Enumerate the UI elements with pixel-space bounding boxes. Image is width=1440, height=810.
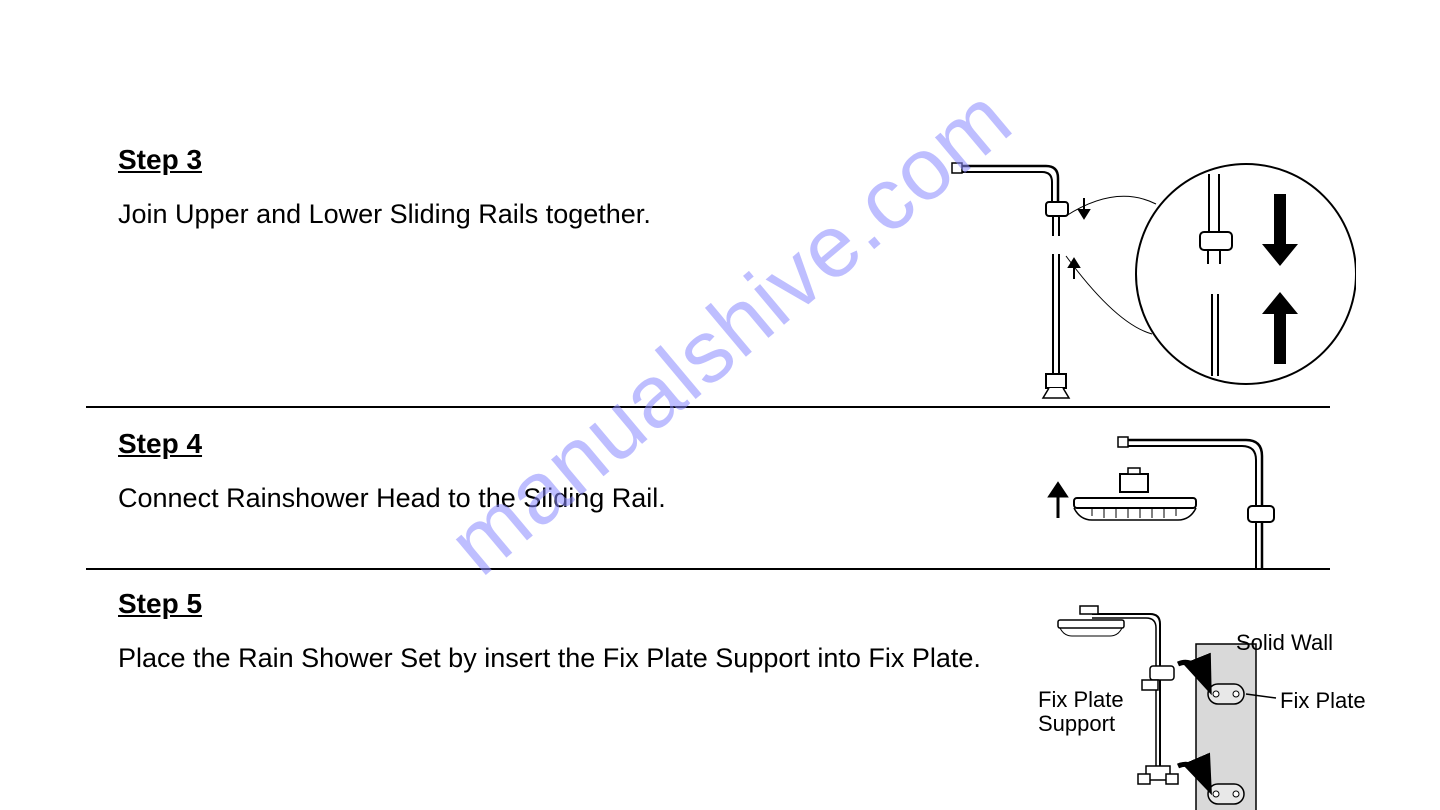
step-4: Step 4 Connect Rainshower Head to the Sl… xyxy=(86,428,1330,568)
label-fix-plate-support: Fix Plate Support xyxy=(1038,688,1124,736)
step-3-illustration xyxy=(856,144,1356,404)
step-3: Step 3 Join Upper and Lower Sliding Rail… xyxy=(86,144,1330,406)
label-fix-plate: Fix Plate xyxy=(1280,688,1366,714)
label-fix-plate-support-l1: Fix Plate Support xyxy=(1038,687,1124,736)
label-solid-wall: Solid Wall xyxy=(1236,630,1333,656)
step-5: Step 5 Place the Rain Shower Set by inse… xyxy=(86,588,1330,810)
step-5-illustration: Solid Wall Fix Plate Fix Plate Support xyxy=(946,594,1346,810)
step-3-svg xyxy=(856,144,1356,404)
divider-2 xyxy=(86,568,1330,570)
step-4-svg xyxy=(946,428,1306,568)
manual-page: Step 3 Join Upper and Lower Sliding Rail… xyxy=(86,144,1330,810)
divider-1 xyxy=(86,406,1330,408)
fix-plate-upper xyxy=(1208,684,1244,704)
step-4-illustration xyxy=(946,428,1306,568)
fix-plate-lower xyxy=(1208,784,1244,804)
